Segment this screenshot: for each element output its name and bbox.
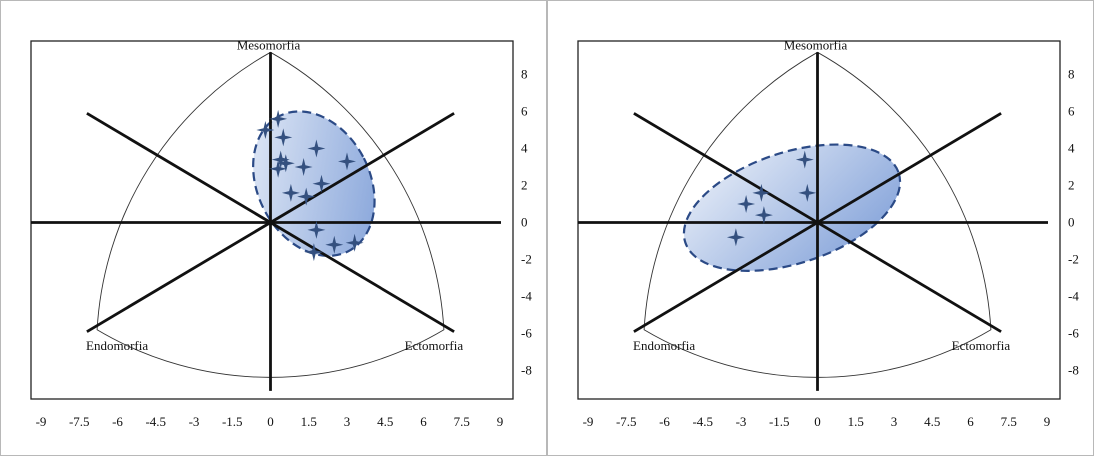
x-tick-label: 6 bbox=[967, 414, 974, 429]
y-tick-label: -6 bbox=[521, 326, 532, 341]
x-tick-label: 6 bbox=[420, 414, 427, 429]
x-tick-label: -7.5 bbox=[69, 414, 90, 429]
data-point-star bbox=[256, 121, 275, 139]
data-point-star bbox=[307, 139, 326, 158]
diagonal-line-up bbox=[633, 112, 1002, 333]
data-point-star bbox=[271, 150, 290, 169]
y-tick-label: 6 bbox=[521, 104, 528, 119]
x-tick-label: 0 bbox=[267, 414, 274, 429]
data-point-star bbox=[297, 187, 316, 206]
x-tick-label: -1.5 bbox=[222, 414, 243, 429]
data-point-star bbox=[312, 174, 331, 193]
x-tick-label: 0 bbox=[814, 414, 821, 429]
x-tick-label: -6 bbox=[659, 414, 670, 429]
diagonal-line-up bbox=[86, 112, 455, 333]
vertex-label-right: Ectomorfia bbox=[405, 338, 464, 353]
vertex-label-top: Mesomorfia bbox=[784, 37, 848, 52]
x-tick-label: -4.5 bbox=[692, 414, 713, 429]
x-tick-label: 1.5 bbox=[848, 414, 864, 429]
data-point-star bbox=[274, 128, 293, 147]
somatochart-left: Mesomorfia Endomorfia Ectomorfia -9 -7.5 -6 -4… bbox=[30, 37, 532, 429]
y-tick-label: -2 bbox=[1068, 252, 1079, 267]
data-point-star bbox=[325, 235, 344, 254]
x-tick-label: -6 bbox=[112, 414, 123, 429]
y-tick-label: 0 bbox=[1068, 215, 1075, 230]
data-point-star bbox=[345, 233, 364, 252]
data-point-star bbox=[798, 183, 817, 202]
x-tick-label: -4.5 bbox=[145, 414, 166, 429]
somatochart-panel-left: Mesomorfia Endomorfia Ectomorfia -9 -7.5 -6 -4… bbox=[0, 0, 547, 456]
x-tick-label: -7.5 bbox=[616, 414, 637, 429]
x-tick-label: -1.5 bbox=[769, 414, 790, 429]
data-point-star bbox=[752, 183, 771, 202]
y-tick-label: 2 bbox=[1068, 178, 1075, 193]
plot-frame bbox=[30, 40, 514, 400]
y-tick-label: -8 bbox=[521, 363, 532, 378]
data-point-star bbox=[304, 243, 323, 262]
y-tick-label: 6 bbox=[1068, 104, 1075, 119]
y-tick-label: -8 bbox=[1068, 363, 1079, 378]
y-tick-label: 8 bbox=[521, 67, 528, 82]
plot-frame bbox=[577, 40, 1061, 400]
x-tick-label: 3 bbox=[344, 414, 351, 429]
y-tick-label: 8 bbox=[1068, 67, 1075, 82]
data-point-star bbox=[795, 150, 814, 169]
x-tick-label: 3 bbox=[891, 414, 898, 429]
x-tick-label: 7.5 bbox=[454, 414, 470, 429]
x-tick-label: -3 bbox=[189, 414, 200, 429]
data-point-star bbox=[737, 195, 756, 213]
data-point-star bbox=[294, 158, 313, 176]
y-tick-label: -4 bbox=[1068, 289, 1079, 304]
x-tick-label: 9 bbox=[497, 414, 504, 429]
somatochart-right: Mesomorfia Endomorfia Ectomorfia -9 -7.5 -6 -4… bbox=[577, 37, 1079, 429]
y-tick-label: 0 bbox=[521, 215, 528, 230]
x-tick-label: 7.5 bbox=[1001, 414, 1017, 429]
x-tick-label: -3 bbox=[736, 414, 747, 429]
data-point-star bbox=[307, 220, 326, 239]
vertex-label-left: Endomorfia bbox=[86, 338, 148, 353]
data-point-star bbox=[281, 183, 300, 202]
vertex-label-right: Ectomorfia bbox=[952, 338, 1011, 353]
y-tick-label: 4 bbox=[521, 141, 528, 156]
y-tick-label: -2 bbox=[521, 252, 532, 267]
y-tick-label: 4 bbox=[1068, 141, 1075, 156]
x-tick-label: -9 bbox=[36, 414, 47, 429]
y-tick-label: 2 bbox=[521, 178, 528, 193]
x-tick-label: 9 bbox=[1044, 414, 1051, 429]
x-tick-label: 4.5 bbox=[924, 414, 940, 429]
data-point-star bbox=[338, 152, 356, 171]
vertex-label-top: Mesomorfia bbox=[237, 37, 301, 52]
data-point-star bbox=[269, 109, 288, 128]
x-tick-label: 1.5 bbox=[301, 414, 317, 429]
y-tick-label: -4 bbox=[521, 289, 532, 304]
somatochart-panel-right: Mesomorfia Endomorfia Ectomorfia -9 -7.5 -6 -4… bbox=[547, 0, 1094, 456]
data-point-star bbox=[754, 206, 773, 225]
data-point-star bbox=[269, 159, 288, 178]
x-tick-label: -9 bbox=[583, 414, 594, 429]
data-point-star bbox=[276, 154, 295, 173]
x-tick-label: 4.5 bbox=[377, 414, 393, 429]
data-point-star bbox=[726, 228, 745, 247]
y-tick-label: -6 bbox=[1068, 326, 1079, 341]
vertex-label-left: Endomorfia bbox=[633, 338, 695, 353]
